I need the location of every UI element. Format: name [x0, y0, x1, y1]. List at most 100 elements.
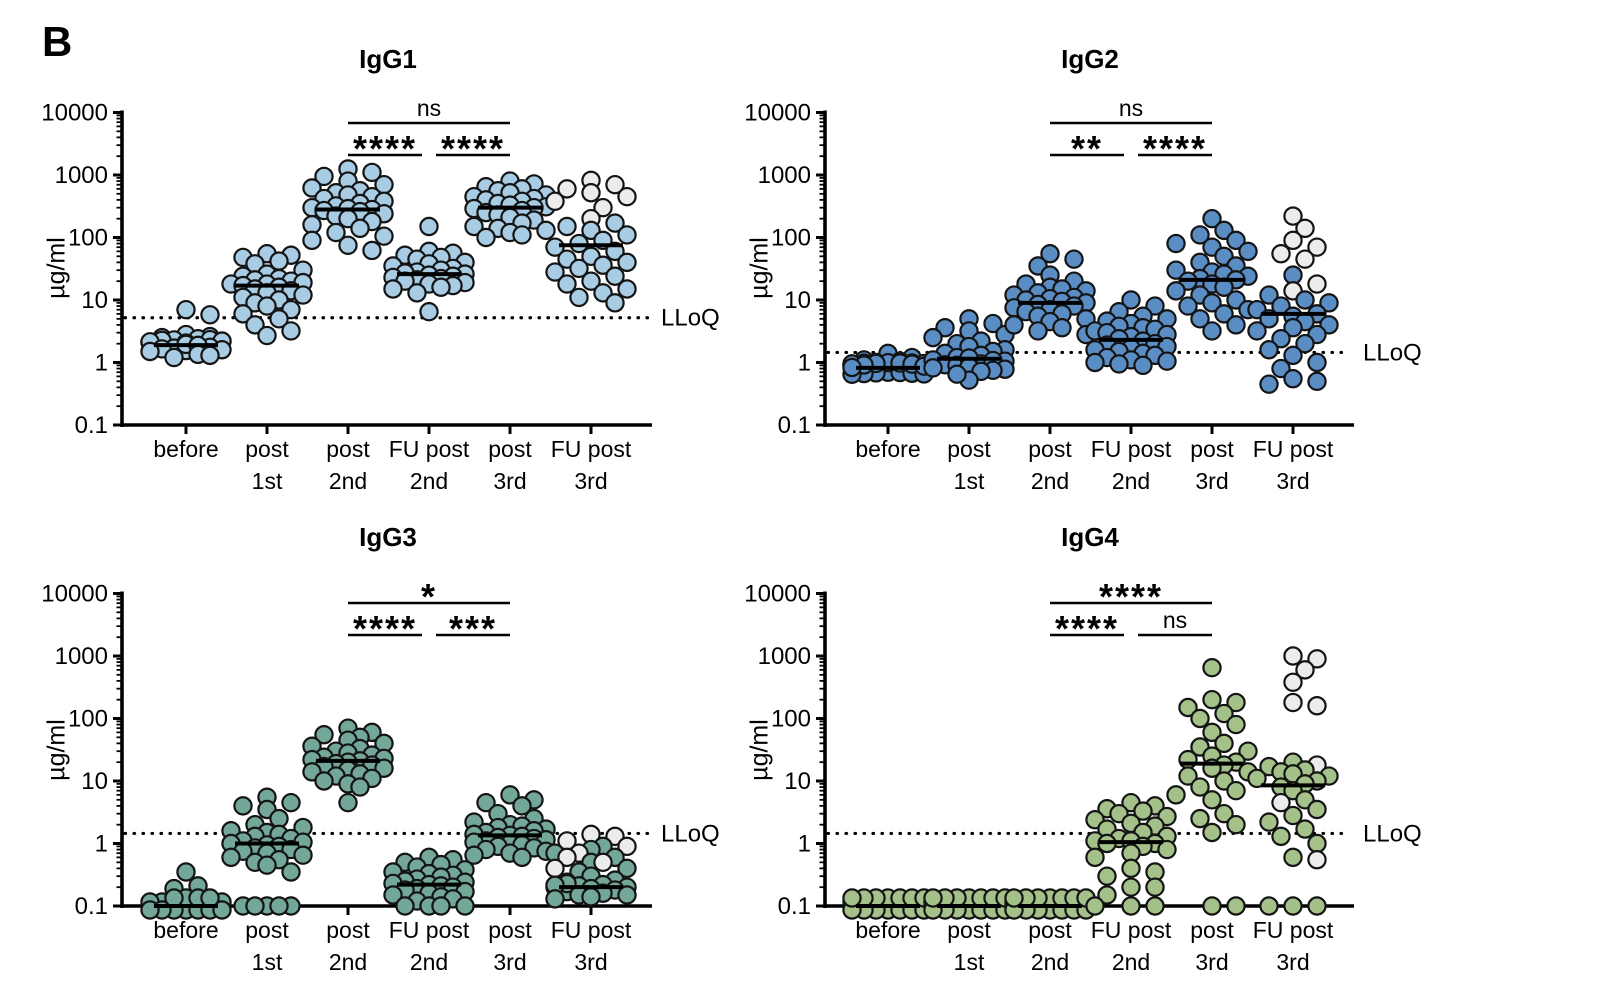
data-point	[617, 885, 637, 905]
x-tick-label-line1: post	[947, 436, 991, 462]
y-tick-label: 10	[81, 768, 108, 795]
x-tick-label-line2: 2nd	[410, 468, 448, 494]
data-point	[1178, 697, 1198, 718]
data-point-open	[1283, 230, 1303, 251]
data-point	[1259, 285, 1279, 305]
data-point-open	[581, 183, 601, 203]
data-point	[1319, 293, 1339, 313]
data-point	[293, 845, 313, 865]
x-tick-label-line1: post	[1190, 917, 1234, 943]
data-point	[383, 279, 403, 299]
data-point	[1145, 896, 1165, 916]
data-point	[221, 847, 241, 868]
data-point	[1202, 321, 1222, 341]
y-tick-label: 0.1	[75, 893, 108, 920]
data-point	[1064, 249, 1084, 269]
data-point	[605, 293, 625, 313]
significance-label: ****	[353, 128, 417, 169]
panel-title-igg1: IgG1	[359, 44, 417, 74]
data-point	[338, 792, 358, 813]
data-point	[293, 285, 313, 305]
data-point	[269, 808, 289, 829]
x-tick-label-line2: 2nd	[1031, 468, 1069, 494]
data-point	[557, 274, 577, 294]
x-tick-label-line2: 1st	[954, 949, 985, 975]
data-point	[1004, 888, 1024, 908]
data-point	[1190, 777, 1210, 797]
data-point	[395, 896, 415, 916]
data-point	[1283, 896, 1303, 916]
data-point	[1085, 352, 1105, 373]
data-point	[383, 885, 403, 905]
data-point-open	[617, 836, 637, 857]
x-tick-label-line1: before	[855, 917, 920, 943]
data-point	[1259, 340, 1279, 360]
data-point	[1166, 281, 1186, 301]
x-tick-label-line2: 3rd	[574, 468, 607, 494]
data-point	[1307, 352, 1327, 373]
x-tick-label-line1: post	[326, 436, 370, 462]
data-point	[617, 858, 637, 879]
data-point	[1190, 708, 1210, 729]
data-point-open	[1295, 249, 1315, 269]
lloq-label: LLoQ	[661, 820, 720, 847]
x-tick-label-line1: FU post	[1091, 436, 1172, 462]
data-point	[1295, 333, 1315, 354]
significance-label: **	[1071, 128, 1103, 169]
data-point	[314, 771, 334, 791]
x-tick-label-line2: 2nd	[329, 949, 367, 975]
data-point	[281, 792, 301, 813]
data-point	[1133, 355, 1153, 376]
y-tick-label: 1000	[55, 162, 108, 189]
y-tick-label: 1000	[758, 643, 811, 670]
y-tick-label: 1000	[758, 162, 811, 189]
data-point	[1178, 296, 1198, 316]
data-point	[1097, 885, 1117, 905]
significance-label: ****	[1143, 128, 1207, 169]
data-point	[1121, 877, 1141, 897]
x-tick-label-line2: 3rd	[493, 468, 526, 494]
data-point	[431, 277, 451, 297]
panel-title-igg3: IgG3	[359, 522, 417, 552]
significance-label: *	[421, 576, 437, 617]
data-point-open	[1307, 237, 1327, 257]
data-point	[1052, 318, 1072, 338]
data-point	[257, 855, 277, 875]
x-tick-label-line2: 2nd	[1112, 468, 1150, 494]
data-point	[326, 222, 346, 243]
data-point	[419, 301, 439, 322]
data-point	[338, 235, 358, 256]
data-point	[362, 240, 382, 261]
y-tick-label: 1	[95, 831, 108, 858]
data-point	[1178, 766, 1198, 786]
data-point-open	[557, 179, 577, 199]
y-tick-label: 100	[771, 706, 811, 733]
data-point	[1214, 803, 1234, 824]
y-axis-label-igg1: µg/ml	[42, 237, 71, 299]
y-tick-label: 1	[798, 350, 811, 377]
data-point	[1247, 768, 1267, 789]
x-tick-label-line1: FU post	[551, 917, 632, 943]
data-point	[1202, 896, 1222, 916]
y-tick-label: 10	[784, 287, 811, 314]
y-tick-label: 10000	[41, 581, 108, 608]
data-point-open	[593, 197, 613, 218]
x-tick-label-line1: post	[245, 917, 289, 943]
x-tick-label-line2: 3rd	[1195, 468, 1228, 494]
data-point	[983, 313, 1003, 334]
data-point	[1166, 785, 1186, 805]
y-tick-label: 0.1	[778, 893, 811, 920]
data-point	[164, 347, 184, 368]
data-point	[581, 271, 601, 291]
data-point	[407, 283, 427, 303]
data-point	[1238, 741, 1258, 761]
data-point-open	[1283, 646, 1303, 666]
data-point	[257, 296, 277, 316]
x-tick-label-line1: post	[947, 917, 991, 943]
data-point	[1157, 351, 1177, 371]
data-point	[545, 262, 565, 282]
data-point	[842, 888, 862, 908]
data-point	[1283, 318, 1303, 338]
data-point	[1202, 293, 1222, 313]
